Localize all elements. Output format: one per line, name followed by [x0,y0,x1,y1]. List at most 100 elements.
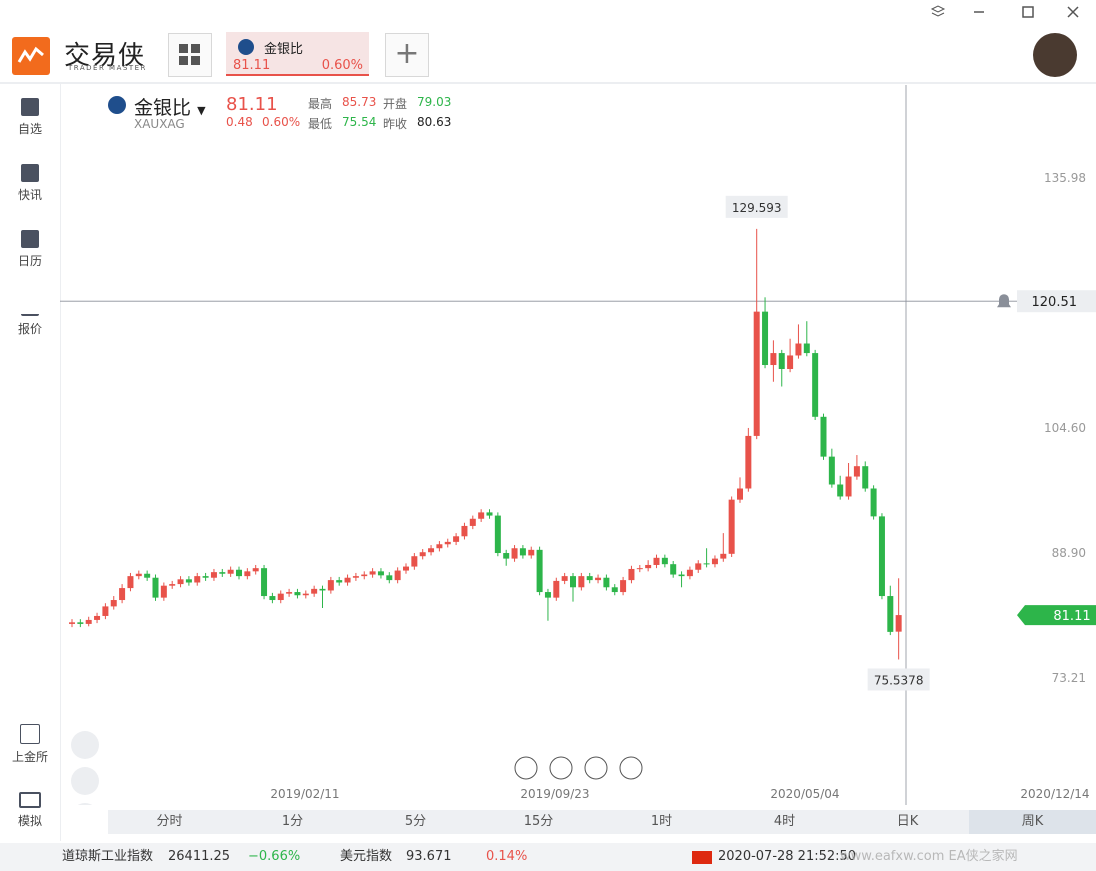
candle-body [244,571,251,577]
nav-calendar[interactable]: 日历 [0,230,60,269]
candle-body [85,619,92,624]
candle-body [344,577,351,583]
nav-watchlist[interactable]: 自选 [0,98,60,137]
candle-body [94,615,101,620]
y-tick-label: 88.90 [1052,546,1086,560]
candle-body [620,580,627,593]
zoom-control[interactable] [584,756,608,780]
nav-quotes[interactable]: 报价 [0,296,60,337]
nav-news[interactable]: 快讯 [0,164,60,203]
candle-body [720,553,727,559]
candle-body [787,355,794,370]
candle-body [486,512,493,516]
quote-last: 81.11 [226,94,278,115]
candle-body [319,588,326,591]
timeframe[interactable]: 分时 [156,814,183,829]
nav-simulate[interactable]: 模拟 [0,792,60,829]
candle-body [828,456,835,485]
candle-body [403,566,409,571]
avatar[interactable] [1033,33,1077,77]
alert-bell [997,294,1011,308]
candle-body [286,592,293,594]
layout-button[interactable] [168,33,212,77]
candle-body [419,552,426,557]
ticker-name[interactable]: 道琼斯工业指数 [62,849,154,864]
x-tick-label: 2020/05/04 [770,787,839,801]
candle-body [469,518,476,526]
layers-icon[interactable] [930,5,946,17]
chart-tool[interactable] [71,731,99,759]
candle-body [369,571,376,575]
candle-body [503,553,510,559]
candle-body [728,499,735,554]
quote-change-pct: 0.60% [262,115,301,129]
ticker-change: 0.14% [486,849,528,864]
timeframe[interactable]: 日K [896,814,919,829]
candle-body [227,569,234,574]
logo-icon [12,37,50,75]
high-label: 最高 [308,97,333,111]
candle-body [895,615,902,632]
prev-close-value: 80.63 [417,115,452,129]
maximize[interactable] [1022,6,1034,18]
logo-text: 交易侠 [64,41,146,71]
candle-body [737,488,743,500]
ticker-name[interactable]: 美元指数 [340,849,393,864]
quote-name[interactable]: 金银比 ▼ [134,97,206,119]
candle-body [661,557,668,565]
candle-body [110,600,117,607]
add-tab-button[interactable]: + [385,33,429,77]
candle-body [753,311,760,436]
last-price-label: 81.11 [1053,609,1090,624]
timeframe[interactable]: 5分 [404,814,427,829]
candle-body [152,577,159,598]
candle-body [453,536,460,542]
ticker-change: −0.66% [248,849,301,864]
candlestick-chart: 73.21 88.90 104.60 135.98 2019/02/11 2019/09/… [60,85,1096,805]
candle-body [703,563,710,565]
candle-body [611,587,618,593]
symbol-tab[interactable]: 金银比 81.11 0.60% [226,32,369,76]
zoom-control[interactable] [549,756,573,780]
timeframe[interactable]: 1分 [281,814,304,829]
candle-body [870,488,877,517]
high-callout: 129.593 [732,201,782,215]
nav-sge[interactable]: 上金所 [0,724,60,765]
top-bar: 交易侠 TRADER MASTER 金银比 81.11 0.60% + [0,0,1096,84]
timeframe-active[interactable]: 周K [969,810,1096,834]
timeframe[interactable]: 15分 [523,814,554,829]
nav-label: 自选 [17,122,42,136]
zoom-control[interactable] [514,756,538,780]
close[interactable] [1067,6,1079,18]
candle-body [352,576,359,578]
candle-body [436,544,443,549]
candle-body [795,343,802,356]
candle-body [202,576,209,578]
zoom-control[interactable] [619,756,643,780]
candle-body [770,353,777,366]
timeframe[interactable]: 4时 [773,814,796,829]
candle-body [519,548,526,556]
candle-body [511,548,518,559]
candle-body [102,606,109,616]
candle-body [862,466,869,489]
candle-body [327,580,334,591]
timeframe[interactable]: 1时 [650,814,673,829]
candle-body [578,576,585,588]
candle-body [277,593,284,601]
chart-tool[interactable] [71,767,99,795]
candle-body [394,570,401,581]
tab-icon [238,39,254,55]
ticker-value: 93.671 [406,849,452,864]
candle-body [69,622,75,624]
low-callout: 75.5378 [874,673,924,687]
candle-body [185,579,192,583]
chart-tool[interactable] [71,803,99,805]
window-controls [930,5,1079,77]
high-callout-box [725,195,788,218]
candle-body [878,516,885,597]
candle-body [603,577,610,588]
x-tick-label: 2019/09/23 [520,787,589,801]
candle-body [528,549,535,556]
candle-body [820,416,827,457]
